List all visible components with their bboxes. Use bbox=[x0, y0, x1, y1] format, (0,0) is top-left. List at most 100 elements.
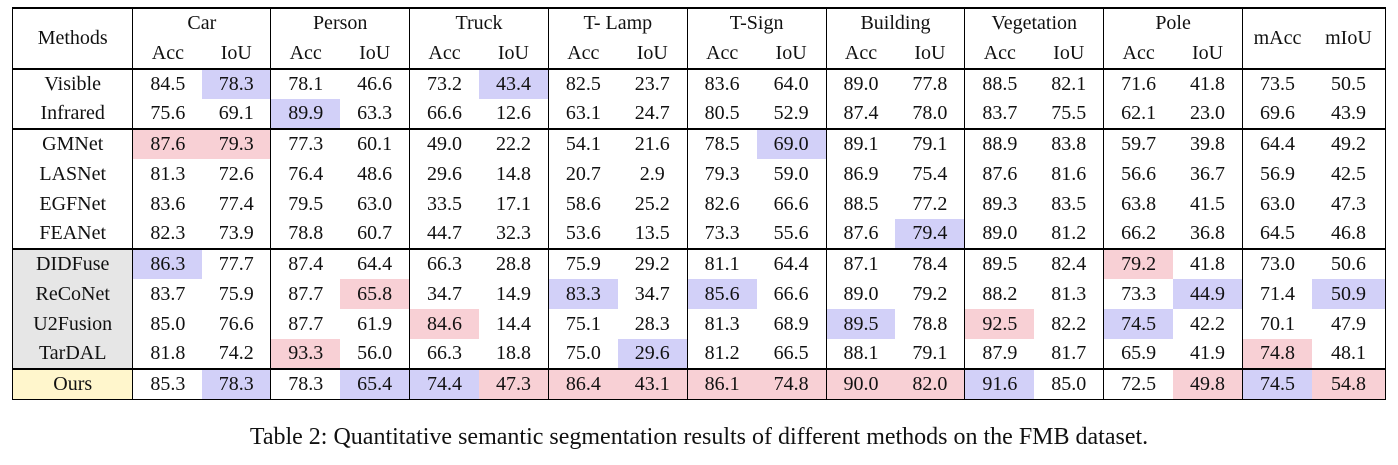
value-cell: 76.4 bbox=[270, 159, 341, 189]
method-name: DIDFuse bbox=[11, 248, 133, 279]
value-cell: 83.7 bbox=[964, 99, 1035, 129]
method-name: ReCoNet bbox=[11, 279, 133, 309]
value-cell: 56.0 bbox=[357, 342, 393, 364]
value-cell: 77.8 bbox=[912, 73, 948, 95]
header-row-classes: Methods Car Person Truck T- Lamp T-Sign Buildi… bbox=[11, 7, 1386, 70]
value-cell: 89.0 bbox=[825, 69, 896, 99]
value-cell: 65.9 bbox=[1103, 339, 1174, 369]
value-cell: 25.2 bbox=[634, 192, 670, 215]
value-cell: 81.2 bbox=[686, 339, 757, 369]
value-cell: 90.0 bbox=[825, 368, 896, 400]
value-cell: 89.3 bbox=[964, 189, 1035, 219]
value-cell: 65.4 bbox=[340, 368, 410, 400]
table-row: ReCoNet 83.7 75.9 87.7 65.8 34.7 14.9 83.3 34.7 8… bbox=[11, 279, 1386, 309]
value-cell: 75.5 bbox=[1051, 102, 1087, 124]
value-cell: 63.3 bbox=[357, 102, 393, 124]
method-name: Infrared bbox=[11, 99, 133, 129]
value-cell: 73.9 bbox=[218, 222, 254, 244]
metric-header: Acc bbox=[547, 38, 618, 70]
metric-header: Acc bbox=[132, 38, 203, 70]
value-cell: 63.0 bbox=[1241, 189, 1312, 219]
value-cell: 28.8 bbox=[478, 248, 549, 279]
value-cell: 73.5 bbox=[1241, 69, 1312, 99]
value-cell: 89.0 bbox=[964, 219, 1035, 249]
value-cell: 64.4 bbox=[756, 248, 827, 279]
method-name: U2Fusion bbox=[11, 309, 133, 339]
value-cell: 47.9 bbox=[1311, 309, 1386, 339]
class-header: T-Sign bbox=[686, 7, 827, 38]
value-cell: 63.8 bbox=[1103, 189, 1174, 219]
value-cell: 85.3 bbox=[132, 368, 203, 400]
value-cell: 79.4 bbox=[895, 219, 965, 249]
value-cell: 79.5 bbox=[270, 189, 341, 219]
value-cell: 41.8 bbox=[1190, 73, 1226, 95]
value-cell: 88.5 bbox=[964, 69, 1035, 99]
value-cell: 14.9 bbox=[495, 282, 531, 305]
value-cell: 43.4 bbox=[478, 69, 549, 99]
summary-header: mIoU bbox=[1311, 7, 1386, 70]
value-cell: 77.3 bbox=[270, 128, 341, 159]
value-cell: 84.6 bbox=[409, 309, 479, 339]
metric-header: IoU bbox=[617, 38, 688, 70]
value-cell: 42.5 bbox=[1311, 159, 1386, 189]
value-cell: 69.1 bbox=[218, 102, 254, 124]
value-cell: 39.8 bbox=[1173, 128, 1243, 159]
value-cell: 82.1 bbox=[1051, 73, 1087, 95]
value-cell: 81.3 bbox=[1051, 282, 1087, 305]
table-row: TarDAL 81.8 74.2 93.3 56.0 66.3 18.8 75.0 29.6 81… bbox=[11, 339, 1386, 369]
method-name: TarDAL bbox=[11, 339, 133, 369]
value-cell: 49.0 bbox=[409, 128, 479, 159]
value-cell: 47.3 bbox=[478, 368, 549, 400]
value-cell: 62.1 bbox=[1103, 99, 1174, 129]
value-cell: 63.0 bbox=[357, 192, 393, 215]
class-header: Pole bbox=[1103, 7, 1243, 38]
table-caption: Table 2: Quantitative semantic segmentat… bbox=[249, 424, 1149, 450]
value-cell: 78.3 bbox=[202, 368, 271, 400]
value-cell: 84.5 bbox=[132, 69, 203, 99]
value-cell: 65.8 bbox=[340, 279, 410, 309]
value-cell: 78.8 bbox=[270, 219, 341, 249]
value-cell: 53.6 bbox=[547, 219, 618, 249]
value-cell: 76.6 bbox=[218, 312, 254, 335]
value-cell: 41.9 bbox=[1190, 342, 1226, 364]
value-cell: 69.0 bbox=[756, 128, 827, 159]
value-cell: 87.7 bbox=[270, 309, 341, 339]
results-table: Methods Car Person Truck T- Lamp T-Sign Buildi… bbox=[11, 7, 1386, 400]
metric-header: IoU bbox=[478, 38, 549, 70]
value-cell: 66.6 bbox=[409, 99, 479, 129]
class-header: Person bbox=[270, 7, 410, 38]
value-cell: 83.5 bbox=[1051, 192, 1087, 215]
value-cell: 21.6 bbox=[617, 128, 688, 159]
value-cell: 88.1 bbox=[825, 339, 896, 369]
value-cell: 82.4 bbox=[1034, 248, 1104, 279]
value-cell: 50.5 bbox=[1311, 69, 1386, 99]
metric-header: Acc bbox=[1103, 38, 1174, 70]
metric-header: Acc bbox=[825, 38, 896, 70]
value-cell: 2.9 bbox=[639, 162, 665, 185]
value-cell: 17.1 bbox=[495, 192, 531, 215]
value-cell: 43.9 bbox=[1311, 99, 1386, 129]
metric-header: IoU bbox=[202, 38, 271, 70]
value-cell: 78.0 bbox=[912, 102, 948, 124]
value-cell: 66.2 bbox=[1103, 219, 1174, 249]
metric-header: IoU bbox=[1173, 38, 1243, 70]
table-row: Visible 84.5 78.3 78.1 46.6 73.2 43.4 82.5 23.7 8… bbox=[11, 69, 1386, 99]
value-cell: 58.6 bbox=[547, 189, 618, 219]
value-cell: 70.1 bbox=[1241, 309, 1312, 339]
value-cell: 59.7 bbox=[1103, 128, 1174, 159]
value-cell: 87.7 bbox=[270, 279, 341, 309]
value-cell: 49.8 bbox=[1173, 368, 1243, 400]
table-row: U2Fusion 85.0 76.6 87.7 61.9 84.6 14.4 75.1 28.3… bbox=[11, 309, 1386, 339]
value-cell: 77.7 bbox=[202, 248, 271, 279]
value-cell: 68.9 bbox=[773, 312, 809, 335]
metric-header: IoU bbox=[895, 38, 965, 70]
value-cell: 82.6 bbox=[686, 189, 757, 219]
table-row: DIDFuse 86.3 77.7 87.4 64.4 66.3 28.8 75.9 29.2 8… bbox=[11, 248, 1386, 279]
value-cell: 50.6 bbox=[1311, 248, 1386, 279]
value-cell: 79.3 bbox=[202, 128, 271, 159]
value-cell: 56.9 bbox=[1241, 159, 1312, 189]
value-cell: 77.2 bbox=[912, 192, 948, 215]
value-cell: 81.2 bbox=[1051, 222, 1087, 244]
value-cell: 83.3 bbox=[547, 279, 618, 309]
value-cell: 88.2 bbox=[964, 279, 1035, 309]
